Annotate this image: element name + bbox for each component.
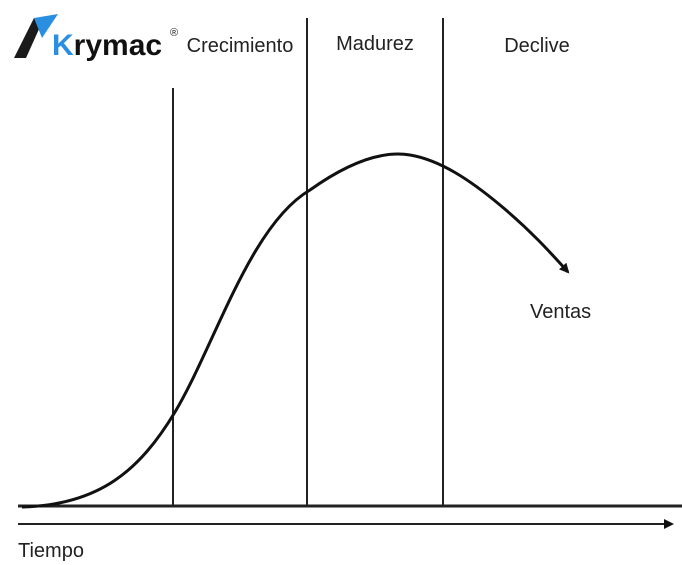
logo-icon-dark: [14, 18, 44, 58]
curve-label: Ventas: [530, 301, 591, 323]
axis-label: Tiempo: [18, 540, 84, 562]
sales-curve: [21, 152, 570, 509]
logo-rest: rymac: [74, 29, 162, 62]
logo-mark: ®: [170, 27, 178, 39]
logo: Krymac ®: [14, 14, 178, 62]
logo-icon-blue: [34, 14, 58, 38]
logo-initial: K: [52, 29, 74, 62]
logo-text: Krymac: [52, 29, 162, 62]
stage-label: Madurez: [336, 33, 414, 55]
stage-label: Declive: [504, 35, 570, 57]
stage-label: Crecimiento: [187, 35, 294, 57]
